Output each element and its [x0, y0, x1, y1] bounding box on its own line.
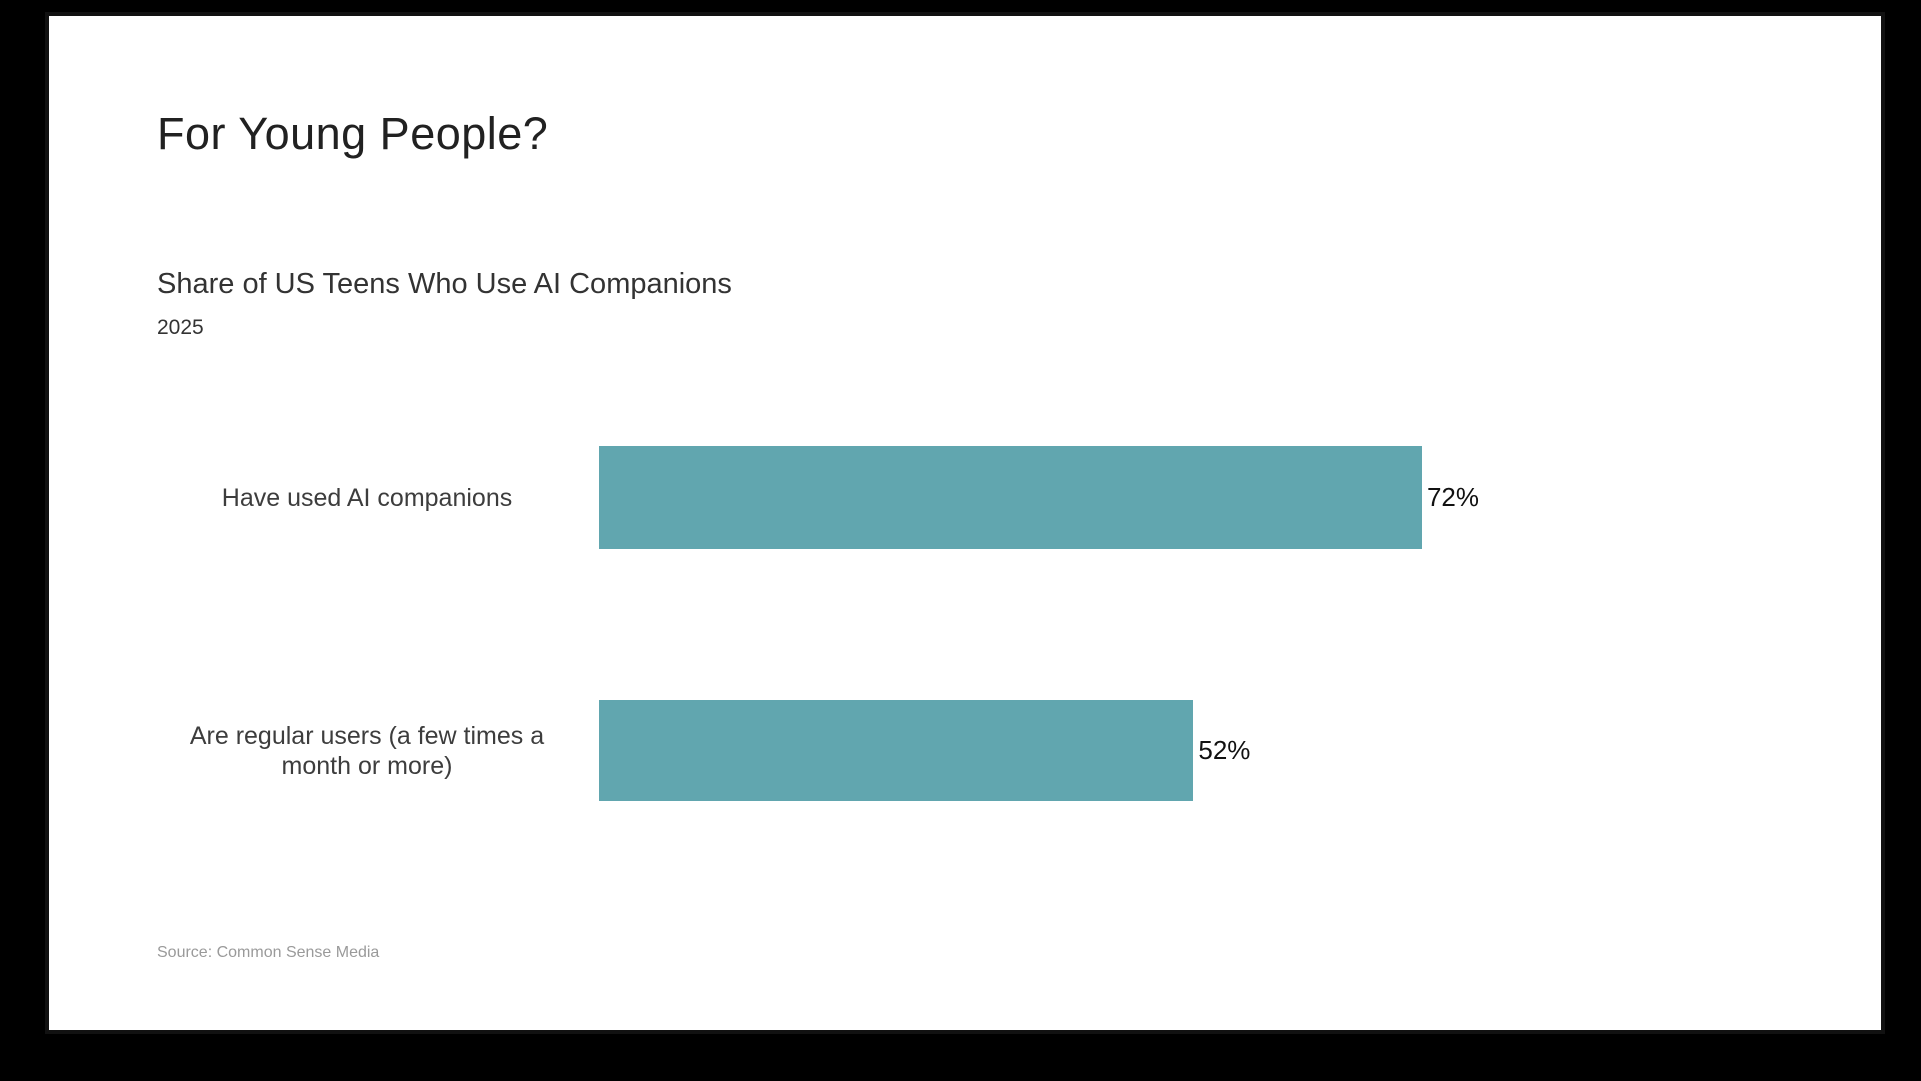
bar-row-regular-users: Are regular users (a few times a month o… [157, 700, 1742, 801]
chart-subtitle: 2025 [157, 316, 204, 339]
bar-track: 72% [599, 446, 1742, 549]
source-note: Source: Common Sense Media [157, 944, 380, 961]
bar-track: 52% [599, 700, 1742, 801]
bar-row-have-used: Have used AI companions 72% [157, 446, 1742, 549]
value-label-have-used: 72% [1426, 482, 1479, 512]
bar-have-used [599, 446, 1422, 549]
slide-title: For Young People? [157, 108, 549, 159]
slide: For Young People? Share of US Teens Who … [45, 12, 1885, 1034]
chart-title: Share of US Teens Who Use AI Companions [157, 268, 732, 300]
category-label-have-used: Have used AI companions [221, 483, 513, 512]
bar-regular-users [599, 700, 1194, 801]
value-label-regular-users: 52% [1198, 735, 1251, 765]
category-label-regular-users: Are regular users (a few times a month o… [189, 721, 545, 780]
